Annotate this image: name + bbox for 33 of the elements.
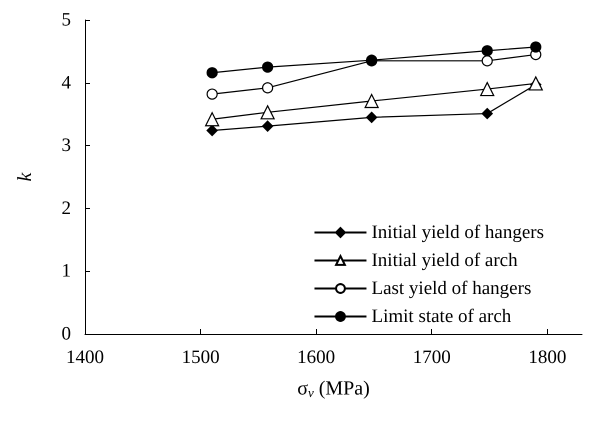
point [482,55,493,66]
point [364,94,379,108]
x-tick-label: 1500 [182,347,220,368]
legend-label: Limit state of arch [371,306,512,327]
point [206,88,218,100]
point [262,82,274,94]
point [482,108,493,120]
x-tick-label: 1400 [66,347,104,368]
point [206,67,218,78]
y-tick-label: 1 [62,260,71,282]
y-tick-label: 0 [62,324,71,344]
point [262,120,274,132]
point [530,41,542,53]
point [366,112,378,123]
y-tick-label: 4 [62,72,72,94]
y-axis-title: k [14,171,36,182]
point [482,45,493,56]
y-tick-label: 5 [62,10,71,30]
x-tick-label: 1700 [412,347,451,368]
x-tick-label: 1800 [528,347,566,368]
point [206,124,218,136]
point [205,112,220,126]
point [262,62,274,73]
point [480,82,494,96]
legend-label: Initial yield of arch [371,250,518,271]
x-axis-title: σv (MPa) [297,378,370,400]
point [260,105,275,120]
y-tick-label: 2 [62,198,71,219]
point [528,76,543,91]
legend-label: Last yield of hangers [371,278,532,299]
legend-label: Initial yield of hangers [371,222,544,243]
x-tick-label: 1600 [297,347,336,368]
y-tick-label: 3 [62,135,71,156]
